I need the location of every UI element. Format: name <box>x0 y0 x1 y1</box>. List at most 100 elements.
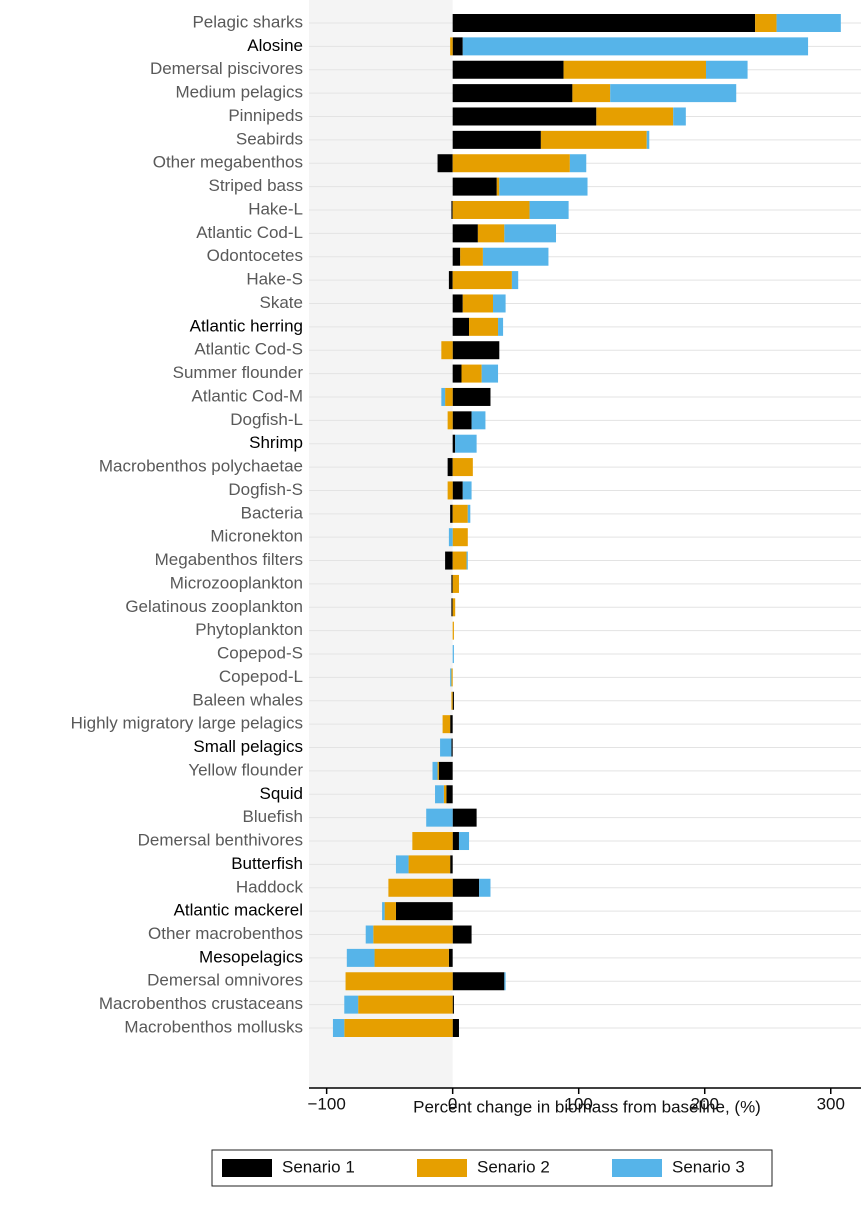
y-tick-label: Gelatinous zooplankton <box>125 597 303 616</box>
y-tick-label: Phytoplankton <box>195 620 303 639</box>
bar <box>452 37 463 56</box>
bar <box>450 504 453 523</box>
bar <box>448 271 453 290</box>
bar <box>466 551 468 570</box>
bar <box>452 60 564 79</box>
bar <box>374 948 449 967</box>
y-tick-label: Yellow flounder <box>188 760 303 779</box>
bar <box>452 551 467 570</box>
legend-box <box>211 1149 773 1187</box>
bar <box>452 154 570 173</box>
bar <box>382 902 385 921</box>
y-tick-label: Summer flounder <box>173 363 304 382</box>
bar <box>346 948 375 967</box>
bar <box>504 972 506 991</box>
bar <box>412 832 453 851</box>
y-tick-label: Macrobenthos crustaceans <box>99 994 303 1013</box>
y-tick-label: Seabirds <box>236 129 303 148</box>
bar <box>432 761 438 780</box>
legend: Senario 1 Senario 2 Senario 3 <box>211 1149 773 1187</box>
bar <box>452 364 462 383</box>
legend-swatch <box>417 1159 467 1177</box>
bar <box>673 107 686 126</box>
bar <box>452 177 497 196</box>
bar <box>496 177 500 196</box>
bar <box>452 878 480 897</box>
bar <box>450 37 453 56</box>
y-tick-label: Mesopelagics <box>199 947 303 966</box>
bar <box>435 785 444 804</box>
bar <box>450 715 453 734</box>
bar <box>441 387 446 406</box>
y-tick-label: Pinnipeds <box>228 106 303 125</box>
y-tick-label: Bacteria <box>241 503 304 522</box>
y-tick-label: Demersal omnivores <box>147 971 303 990</box>
bar <box>438 761 453 780</box>
bar <box>462 294 493 313</box>
x-tick-label: −100 <box>307 1094 345 1113</box>
legend-swatch <box>222 1159 272 1177</box>
bar <box>504 224 557 243</box>
bar <box>373 925 453 944</box>
bar <box>452 598 456 617</box>
bar <box>452 434 456 453</box>
bar <box>572 84 611 103</box>
y-tick-label: Megabenthos filters <box>155 550 303 569</box>
bar <box>451 200 453 219</box>
bar <box>455 434 477 453</box>
bar <box>452 574 459 593</box>
bar <box>452 1019 459 1037</box>
bar <box>563 60 706 79</box>
y-tick-label: Alosine <box>247 36 303 55</box>
bar <box>452 645 454 664</box>
legend-swatch <box>612 1159 662 1177</box>
bar <box>452 84 573 103</box>
bar <box>452 481 463 500</box>
y-tick-label: Hake-L <box>248 199 303 218</box>
bar <box>365 925 374 944</box>
bar <box>448 948 453 967</box>
legend-label: Senario 3 <box>672 1157 745 1176</box>
y-tick-label: Atlantic mackerel <box>174 901 303 920</box>
bar <box>776 14 841 32</box>
bar <box>511 271 519 290</box>
bar <box>451 598 453 617</box>
bar <box>452 808 477 827</box>
bar <box>499 177 588 196</box>
bar <box>596 107 674 126</box>
y-tick-label: Small pelagics <box>193 737 303 756</box>
bar <box>437 761 439 780</box>
bar <box>447 458 453 477</box>
bar <box>447 481 453 500</box>
bar <box>345 972 453 991</box>
bar <box>451 691 453 710</box>
bar <box>452 832 459 851</box>
bar <box>452 691 454 710</box>
y-tick-label: Demersal piscivores <box>150 59 303 78</box>
bar <box>755 14 777 32</box>
bar <box>408 855 451 874</box>
bar <box>450 855 453 874</box>
bar <box>450 668 452 687</box>
bar <box>467 504 471 523</box>
bar <box>705 60 748 79</box>
bar <box>395 855 409 874</box>
bar <box>446 785 453 804</box>
bar <box>451 668 453 687</box>
bar <box>332 1019 345 1037</box>
bar <box>395 902 453 921</box>
bar <box>646 130 650 149</box>
bar <box>458 832 470 851</box>
y-tick-label: Macrobenthos mollusks <box>124 1017 303 1036</box>
y-tick-label: Hake-S <box>246 270 303 289</box>
bar <box>452 458 473 477</box>
bar <box>445 387 453 406</box>
x-tick-label: 0 <box>448 1094 457 1113</box>
y-tick-label: Butterfish <box>231 854 303 873</box>
bar <box>482 247 549 266</box>
bar <box>452 107 597 126</box>
bar <box>452 341 500 360</box>
bar <box>462 481 472 500</box>
y-tick-label: Atlantic Cod-L <box>196 223 303 242</box>
bar <box>479 878 491 897</box>
